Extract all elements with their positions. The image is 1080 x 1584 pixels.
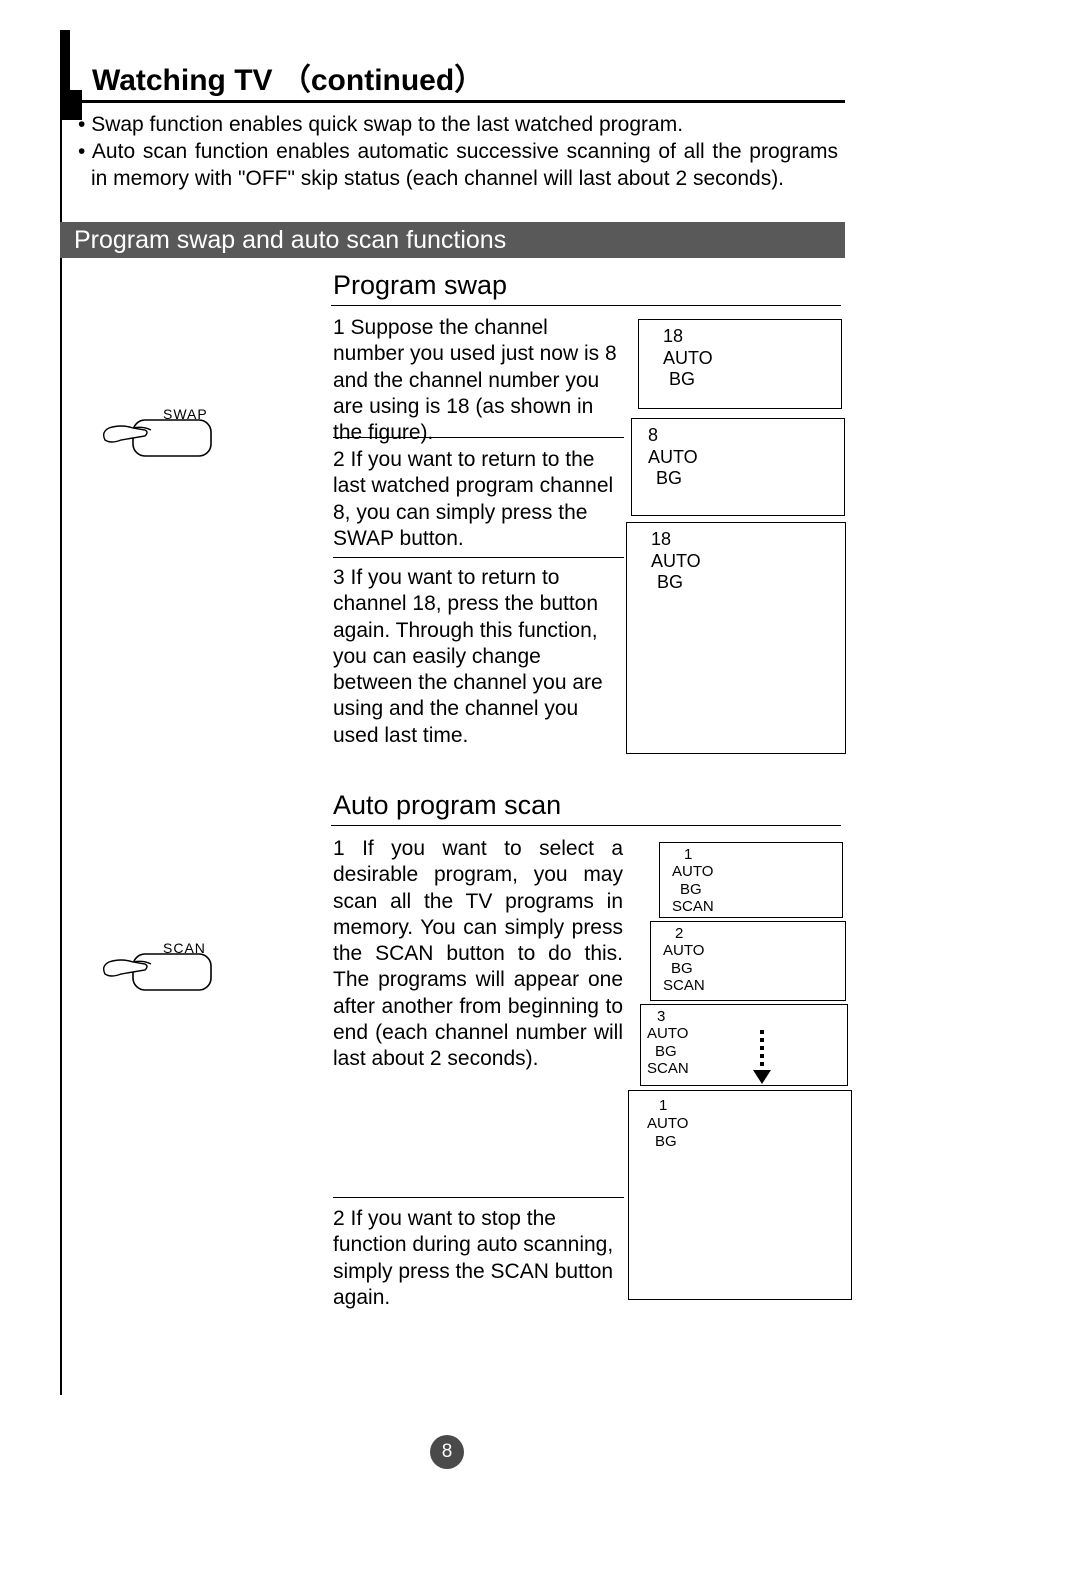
scan-step-2-block: 2 If you want to stop the function durin… <box>333 1206 633 1311</box>
screen-scan-4: 1 AUTO BG <box>628 1090 852 1300</box>
swap-button-label: SWAP <box>163 406 208 422</box>
screen-scan-2: 2 AUTO BG SCAN <box>650 921 846 1001</box>
screen-line: AUTO <box>648 447 834 469</box>
screen-line: AUTO <box>647 1115 841 1133</box>
screen-channel: 18 <box>651 529 835 551</box>
page-title: Watching TV （continued） <box>92 55 484 99</box>
scan-step-2: 2 If you want to stop the function durin… <box>333 1206 623 1311</box>
screen-line: BG <box>657 572 835 594</box>
screen-line: BG <box>655 1043 841 1060</box>
subheading-rule <box>331 305 841 306</box>
screen-line: SCAN <box>647 1060 841 1077</box>
step-divider <box>333 437 624 438</box>
swap-step-3-block: 3 If you want to return to channel 18, p… <box>333 565 633 749</box>
screen-scan-1: 1 AUTO BG SCAN <box>659 842 843 918</box>
title-rule <box>60 100 845 103</box>
screen-channel: 2 <box>675 925 839 942</box>
screen-channel: 8 <box>648 425 834 447</box>
scan-step-1: 1 If you want to select a desirable prog… <box>333 836 623 1072</box>
step-divider <box>333 557 624 558</box>
swap-step-1-block: 1 Suppose the channel number you used ju… <box>333 315 633 446</box>
swap-step-2: 2 If you want to return to the last watc… <box>333 447 623 552</box>
section-bar: Program swap and auto scan functions <box>60 222 845 258</box>
screen-line: BG <box>680 881 836 898</box>
screen-line: AUTO <box>663 942 839 959</box>
left-vertical-rule <box>60 100 62 1395</box>
bullet-text: Auto scan function enables automatic suc… <box>91 140 838 189</box>
screen-line: BG <box>656 468 834 490</box>
screen-line: AUTO <box>647 1025 841 1042</box>
screen-line: AUTO <box>663 348 831 370</box>
auto-scan-heading: Auto program scan <box>333 790 633 821</box>
screen-line: AUTO <box>651 551 835 573</box>
program-swap-heading-block: Program swap <box>333 270 633 305</box>
swap-step-1: 1 Suppose the channel number you used ju… <box>333 315 623 446</box>
screen-line: AUTO <box>672 863 836 880</box>
screen-line: SCAN <box>672 898 836 915</box>
page-number: 8 <box>430 1435 464 1469</box>
program-swap-heading: Program swap <box>333 270 633 301</box>
swap-step-3: 3 If you want to return to channel 18, p… <box>333 565 623 749</box>
auto-scan-heading-block: Auto program scan <box>333 790 633 825</box>
screen-swap-1: 18 AUTO BG <box>638 319 842 409</box>
screen-swap-3: 18 AUTO BG <box>626 522 846 754</box>
screen-line: BG <box>669 369 831 391</box>
dotted-arrow-icon <box>753 1030 767 1091</box>
scan-step-1-block: 1 If you want to select a desirable prog… <box>333 836 633 1072</box>
screen-swap-2: 8 AUTO BG <box>631 418 845 516</box>
screen-line: BG <box>655 1133 841 1151</box>
bullet-text: Swap function enables quick swap to the … <box>91 113 683 136</box>
screen-line: BG <box>671 960 839 977</box>
screen-channel: 1 <box>684 846 836 863</box>
screen-channel: 3 <box>657 1008 841 1025</box>
step-divider <box>333 1197 624 1198</box>
screen-channel: 1 <box>659 1097 841 1115</box>
screen-channel: 18 <box>663 326 831 348</box>
bullet-item: • Auto scan function enables automatic s… <box>78 139 838 192</box>
subheading-rule <box>331 825 841 826</box>
screen-scan-3: 3 AUTO BG SCAN <box>640 1004 848 1086</box>
bullet-item: • Swap function enables quick swap to th… <box>78 112 838 138</box>
screen-line: SCAN <box>663 977 839 994</box>
scan-button-label: SCAN <box>163 940 206 956</box>
intro-bullets: • Swap function enables quick swap to th… <box>78 112 838 193</box>
swap-step-2-block: 2 If you want to return to the last watc… <box>333 447 633 552</box>
